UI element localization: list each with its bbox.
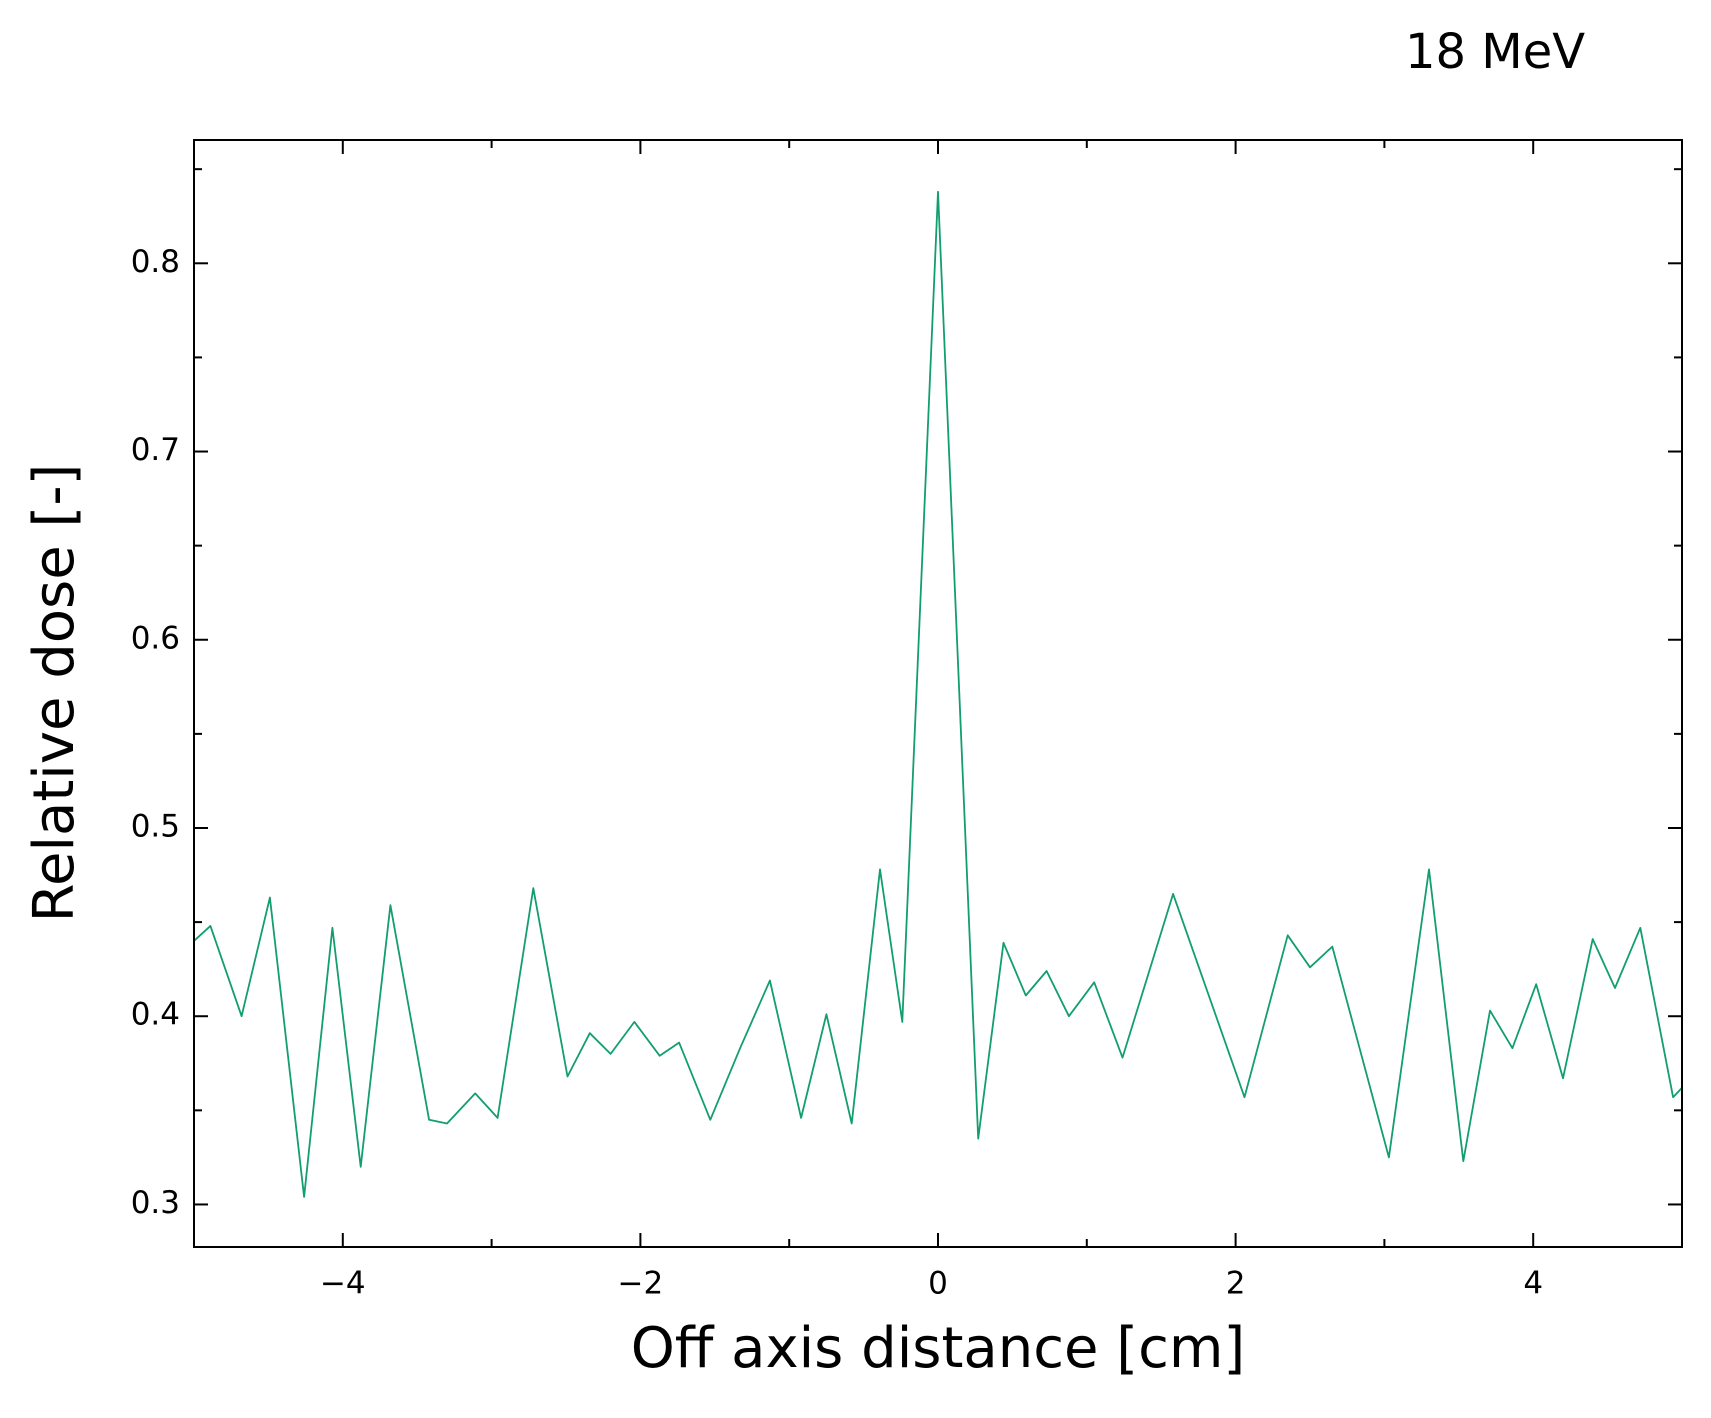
y-tick-label: 0.3 [131, 1185, 180, 1221]
plot-frame [193, 139, 1683, 1248]
x-tick-label: 4 [1523, 1266, 1543, 1302]
y-tick-label: 0.8 [131, 244, 180, 280]
x-tick-label: −4 [320, 1266, 366, 1302]
data-line [193, 190, 1683, 1198]
y-tick-label: 0.4 [131, 997, 180, 1033]
y-axis-label: Relative dose [-] [22, 464, 87, 923]
x-tick-label: −2 [618, 1266, 664, 1302]
chart-title: 18 MeV [1405, 24, 1585, 80]
x-tick-label: 0 [928, 1266, 948, 1302]
x-tick-label: 2 [1226, 1266, 1246, 1302]
y-tick-label: 0.6 [131, 620, 180, 656]
y-tick-label: 0.7 [131, 432, 180, 468]
y-tick-label: 0.5 [131, 808, 180, 844]
x-axis-label: Off axis distance [cm] [631, 1316, 1246, 1381]
